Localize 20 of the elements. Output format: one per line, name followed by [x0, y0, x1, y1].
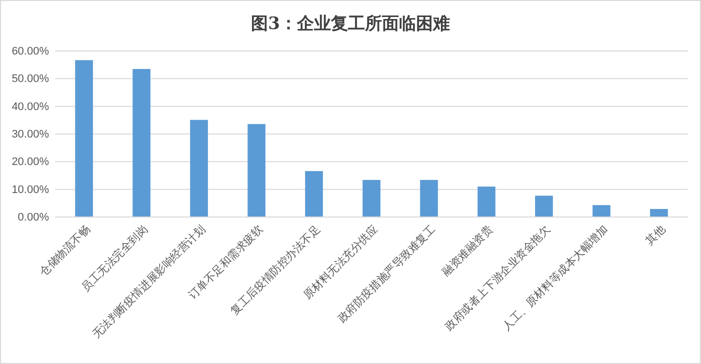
- y-tick-label: 50.00%: [12, 73, 50, 86]
- y-tick-label: 60.00%: [12, 46, 50, 58]
- bar: [190, 120, 208, 217]
- bar: [650, 208, 668, 217]
- y-tick-label: 0.00%: [18, 212, 50, 224]
- bar: [305, 171, 323, 217]
- bar: [132, 68, 150, 217]
- bar: [478, 186, 496, 217]
- y-tick-label: 40.00%: [12, 100, 50, 113]
- x-tick-label: 其他: [643, 222, 668, 248]
- bar: [420, 180, 438, 217]
- y-tick-label: 30.00%: [12, 128, 50, 141]
- y-tick-label: 10.00%: [12, 184, 50, 196]
- y-tick-label: 20.00%: [12, 156, 50, 168]
- bar: [248, 124, 266, 217]
- bar: [362, 180, 380, 217]
- bar: [592, 205, 610, 217]
- bar: [535, 196, 553, 217]
- chart-title: 图3：企业复工所面临困难: [251, 14, 450, 34]
- bar: [75, 60, 93, 217]
